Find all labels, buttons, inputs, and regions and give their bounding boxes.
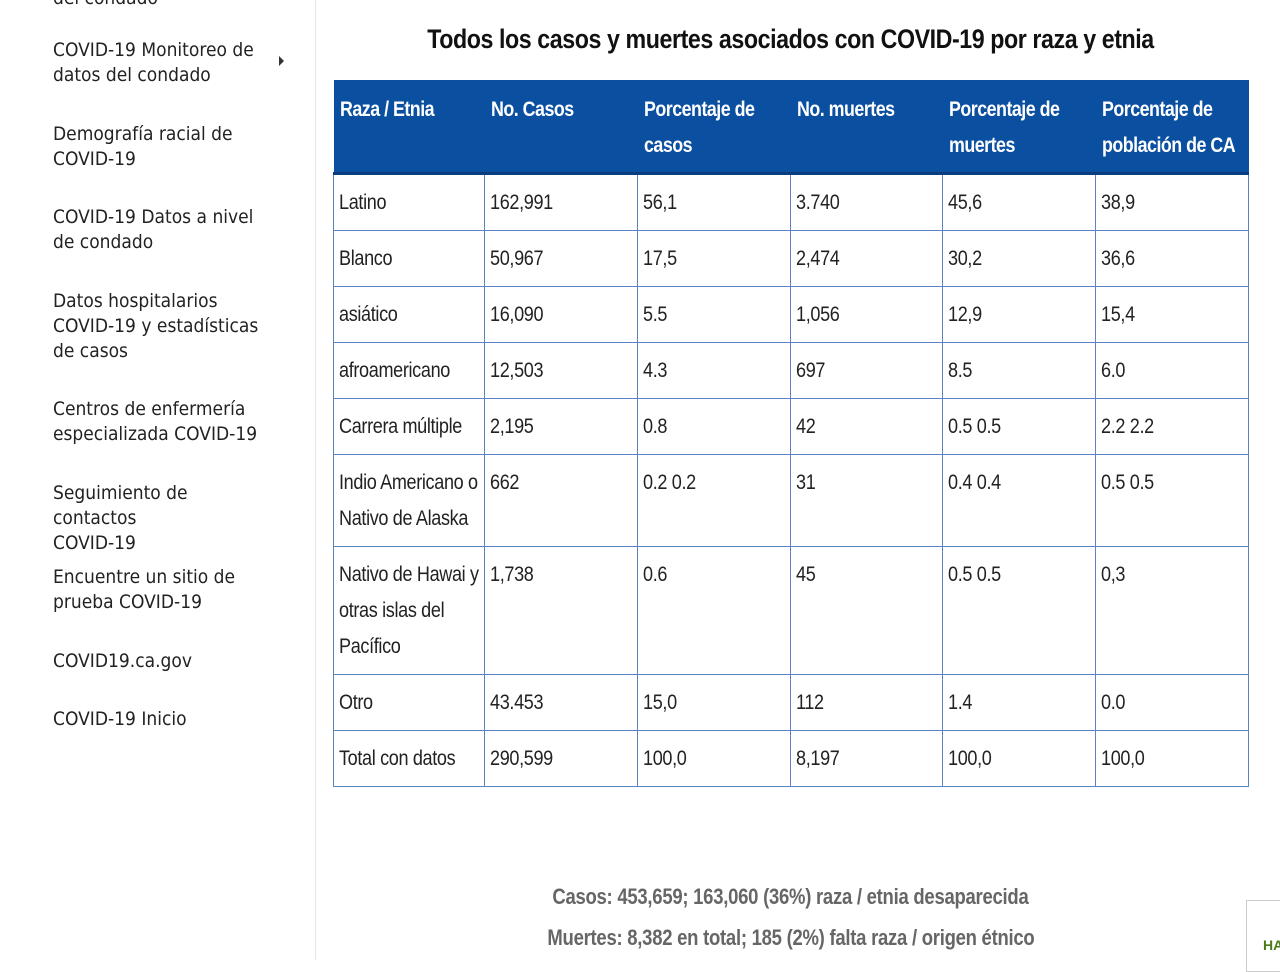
data-cell: 3.740 (790, 173, 943, 231)
column-header: No. muertes (790, 80, 943, 175)
table-row-asian: asiático 16,090 5.5 1,056 12,9 15,4 (333, 286, 1249, 343)
row-label-cell: Nativo de Hawai y otras islas del Pacífi… (333, 546, 485, 675)
sidebar-item-county-data[interactable]: COVID-19 Datos a nivel de condado (53, 206, 254, 253)
table-row-multiple-race: Carrera múltiple 2,195 0.8 42 0.5 0.5 2.2 2.2 (333, 398, 1249, 455)
data-cell: 100,0 (637, 730, 791, 787)
sidebar-item-covid19-home[interactable]: COVID-19 Inicio (53, 708, 187, 730)
sidebar-item-racial-demographics[interactable]: Demografía racial de COVID-19 (53, 123, 233, 170)
deaths-summary: Muertes: 8,382 en total; 185 (2%) falta … (546, 925, 1035, 950)
table-row-american-indian: Indio Americano o Nativo de Alaska 662 0.2… (333, 454, 1249, 547)
sidebar-item-hospital-data[interactable]: Datos hospitalarios COVID-19 y estadísti… (53, 290, 259, 362)
data-cell: 31 (790, 454, 943, 547)
data-cell: 12,9 (942, 286, 1096, 343)
data-cell: 38,9 (1095, 173, 1249, 231)
data-cell: 43.453 (484, 674, 638, 731)
sidebar-item-testing-site[interactable]: Encuentre un sitio de prueba COVID-19 (53, 566, 236, 613)
sidebar-item-county-monitoring[interactable]: COVID-19 Monitoreo de datos del condado (53, 39, 254, 86)
data-cell: 30,2 (942, 230, 1096, 287)
row-label-cell: Blanco (333, 230, 485, 287)
data-cell: 290,599 (484, 730, 638, 787)
data-cell: 0.0 (1095, 674, 1249, 731)
data-cell: 15,0 (637, 674, 791, 731)
sidebar-item-partial[interactable]: del condado (53, 0, 158, 11)
data-cell: 0.5 0.5 (942, 398, 1096, 455)
row-label-cell: Otro (333, 674, 485, 731)
data-cell: 162,991 (484, 173, 638, 231)
data-cell: 45 (790, 546, 943, 675)
data-cell: 697 (790, 342, 943, 399)
column-header: Porcentaje de población de CA (1095, 80, 1249, 175)
data-cell: 0.6 (637, 546, 791, 675)
data-cell: 5.5 (637, 286, 791, 343)
submenu-arrow-icon[interactable] (279, 56, 284, 66)
race-ethnicity-table: Raza / Etnia No. Casos Porcentaje de cas… (333, 80, 1249, 787)
column-header: Porcentaje de muertes (942, 80, 1096, 175)
data-cell: 50,967 (484, 230, 638, 287)
data-cell: 100,0 (942, 730, 1096, 787)
data-cell: 0.4 0.4 (942, 454, 1096, 547)
table-row-latino: Latino 162,991 56,1 3.740 45,6 38,9 (333, 173, 1249, 231)
table-row-other: Otro 43.453 15,0 112 1.4 0.0 (333, 674, 1249, 731)
sidebar-item-covid19-ca-gov[interactable]: COVID19.ca.gov (53, 650, 192, 672)
row-label-cell: afroamericano (333, 342, 485, 399)
row-label-cell: Carrera múltiple (333, 398, 485, 455)
cases-summary: Casos: 453,659; 163,060 (36%) raza / etn… (552, 884, 1029, 909)
table-row-african-american: afroamericano 12,503 4.3 697 8.5 6.0 (333, 342, 1249, 399)
column-header: No. Casos (484, 80, 638, 175)
data-cell: 0.8 (637, 398, 791, 455)
data-cell: 42 (790, 398, 943, 455)
data-cell: 15,4 (1095, 286, 1249, 343)
data-cell: 45,6 (942, 173, 1096, 231)
row-label-cell: Total con datos (333, 730, 485, 787)
badge-label: HA (1263, 937, 1280, 953)
data-cell: 2.2 2.2 (1095, 398, 1249, 455)
table-row-white: Blanco 50,967 17,5 2,474 30,2 36,6 (333, 230, 1249, 287)
sidebar-nav: del condado COVID-19 Monitoreo de datos … (0, 0, 316, 960)
data-cell: 1,056 (790, 286, 943, 343)
data-cell: 662 (484, 454, 638, 547)
data-cell: 8.5 (942, 342, 1096, 399)
data-cell: 56,1 (637, 173, 791, 231)
data-cell: 17,5 (637, 230, 791, 287)
data-cell: 12,503 (484, 342, 638, 399)
sidebar-item-contact-tracing[interactable]: Seguimiento de contactos COVID-19 (53, 482, 188, 554)
column-header: Raza / Etnia (333, 80, 485, 175)
data-cell: 1.4 (942, 674, 1096, 731)
row-label-cell: Indio Americano o Nativo de Alaska (333, 454, 485, 547)
data-cell: 16,090 (484, 286, 638, 343)
data-cell: 0,3 (1095, 546, 1249, 675)
data-cell: 0.5 0.5 (942, 546, 1096, 675)
data-cell: 112 (790, 674, 943, 731)
data-cell: 36,6 (1095, 230, 1249, 287)
row-label-cell: Latino (333, 173, 485, 231)
table-row-total: Total con datos 290,599 100,0 8,197 100,0 100… (333, 730, 1249, 787)
data-cell: 4.3 (637, 342, 791, 399)
column-header: Porcentaje de casos (637, 80, 791, 175)
data-cell: 2,195 (484, 398, 638, 455)
data-cell: 6.0 (1095, 342, 1249, 399)
sidebar-item-nursing-facilities[interactable]: Centros de enfermería especializada COVI… (53, 398, 258, 445)
table-header-row: Raza / Etnia No. Casos Porcentaje de cas… (333, 80, 1249, 175)
data-cell: 2,474 (790, 230, 943, 287)
data-cell: 100,0 (1095, 730, 1249, 787)
page-title: Todos los casos y muertes asociados con … (427, 24, 1154, 54)
data-cell: 0.5 0.5 (1095, 454, 1249, 547)
data-cell: 8,197 (790, 730, 943, 787)
table-row-pacific-islander: Nativo de Hawai y otras islas del Pacífi… (333, 546, 1249, 675)
row-label-cell: asiático (333, 286, 485, 343)
floating-badge[interactable]: HA (1246, 900, 1280, 972)
data-cell: 1,738 (484, 546, 638, 675)
data-cell: 0.2 0.2 (637, 454, 791, 547)
